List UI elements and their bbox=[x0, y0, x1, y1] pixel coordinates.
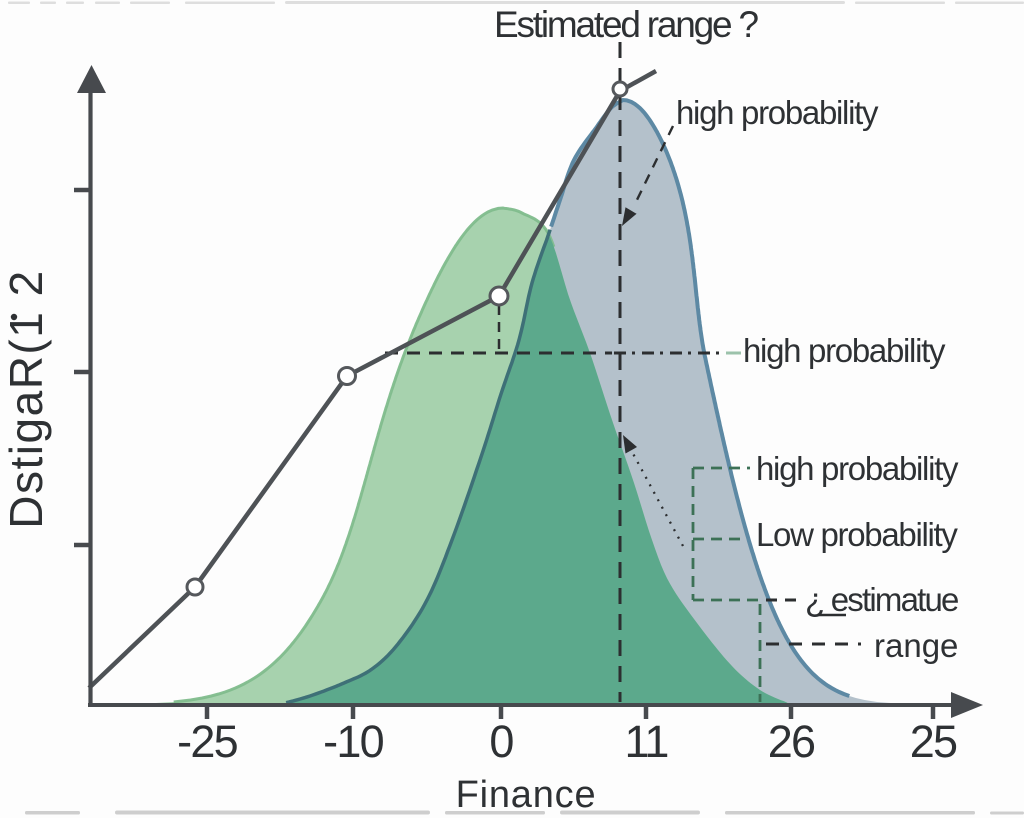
svg-text:¿ estimatue: ¿ estimatue bbox=[805, 581, 958, 618]
svg-text:26: 26 bbox=[768, 716, 815, 767]
svg-text:Estimated range ?: Estimated range ? bbox=[494, 4, 759, 45]
svg-text:0: 0 bbox=[489, 716, 513, 767]
svg-text:range: range bbox=[874, 627, 958, 664]
svg-text:-25: -25 bbox=[177, 716, 237, 767]
svg-text:high probability: high probability bbox=[743, 332, 946, 369]
svg-text:high probability: high probability bbox=[756, 450, 959, 487]
svg-text:25: 25 bbox=[910, 716, 957, 767]
svg-text:high probability: high probability bbox=[676, 94, 879, 131]
svg-text:Finance: Finance bbox=[456, 774, 597, 816]
svg-text:DstigaR(1 2: DstigaR(1 2 bbox=[0, 269, 52, 528]
svg-text:11: 11 bbox=[624, 716, 667, 767]
svg-text:Low probability: Low probability bbox=[756, 516, 958, 553]
svg-text:-10: -10 bbox=[323, 716, 383, 767]
